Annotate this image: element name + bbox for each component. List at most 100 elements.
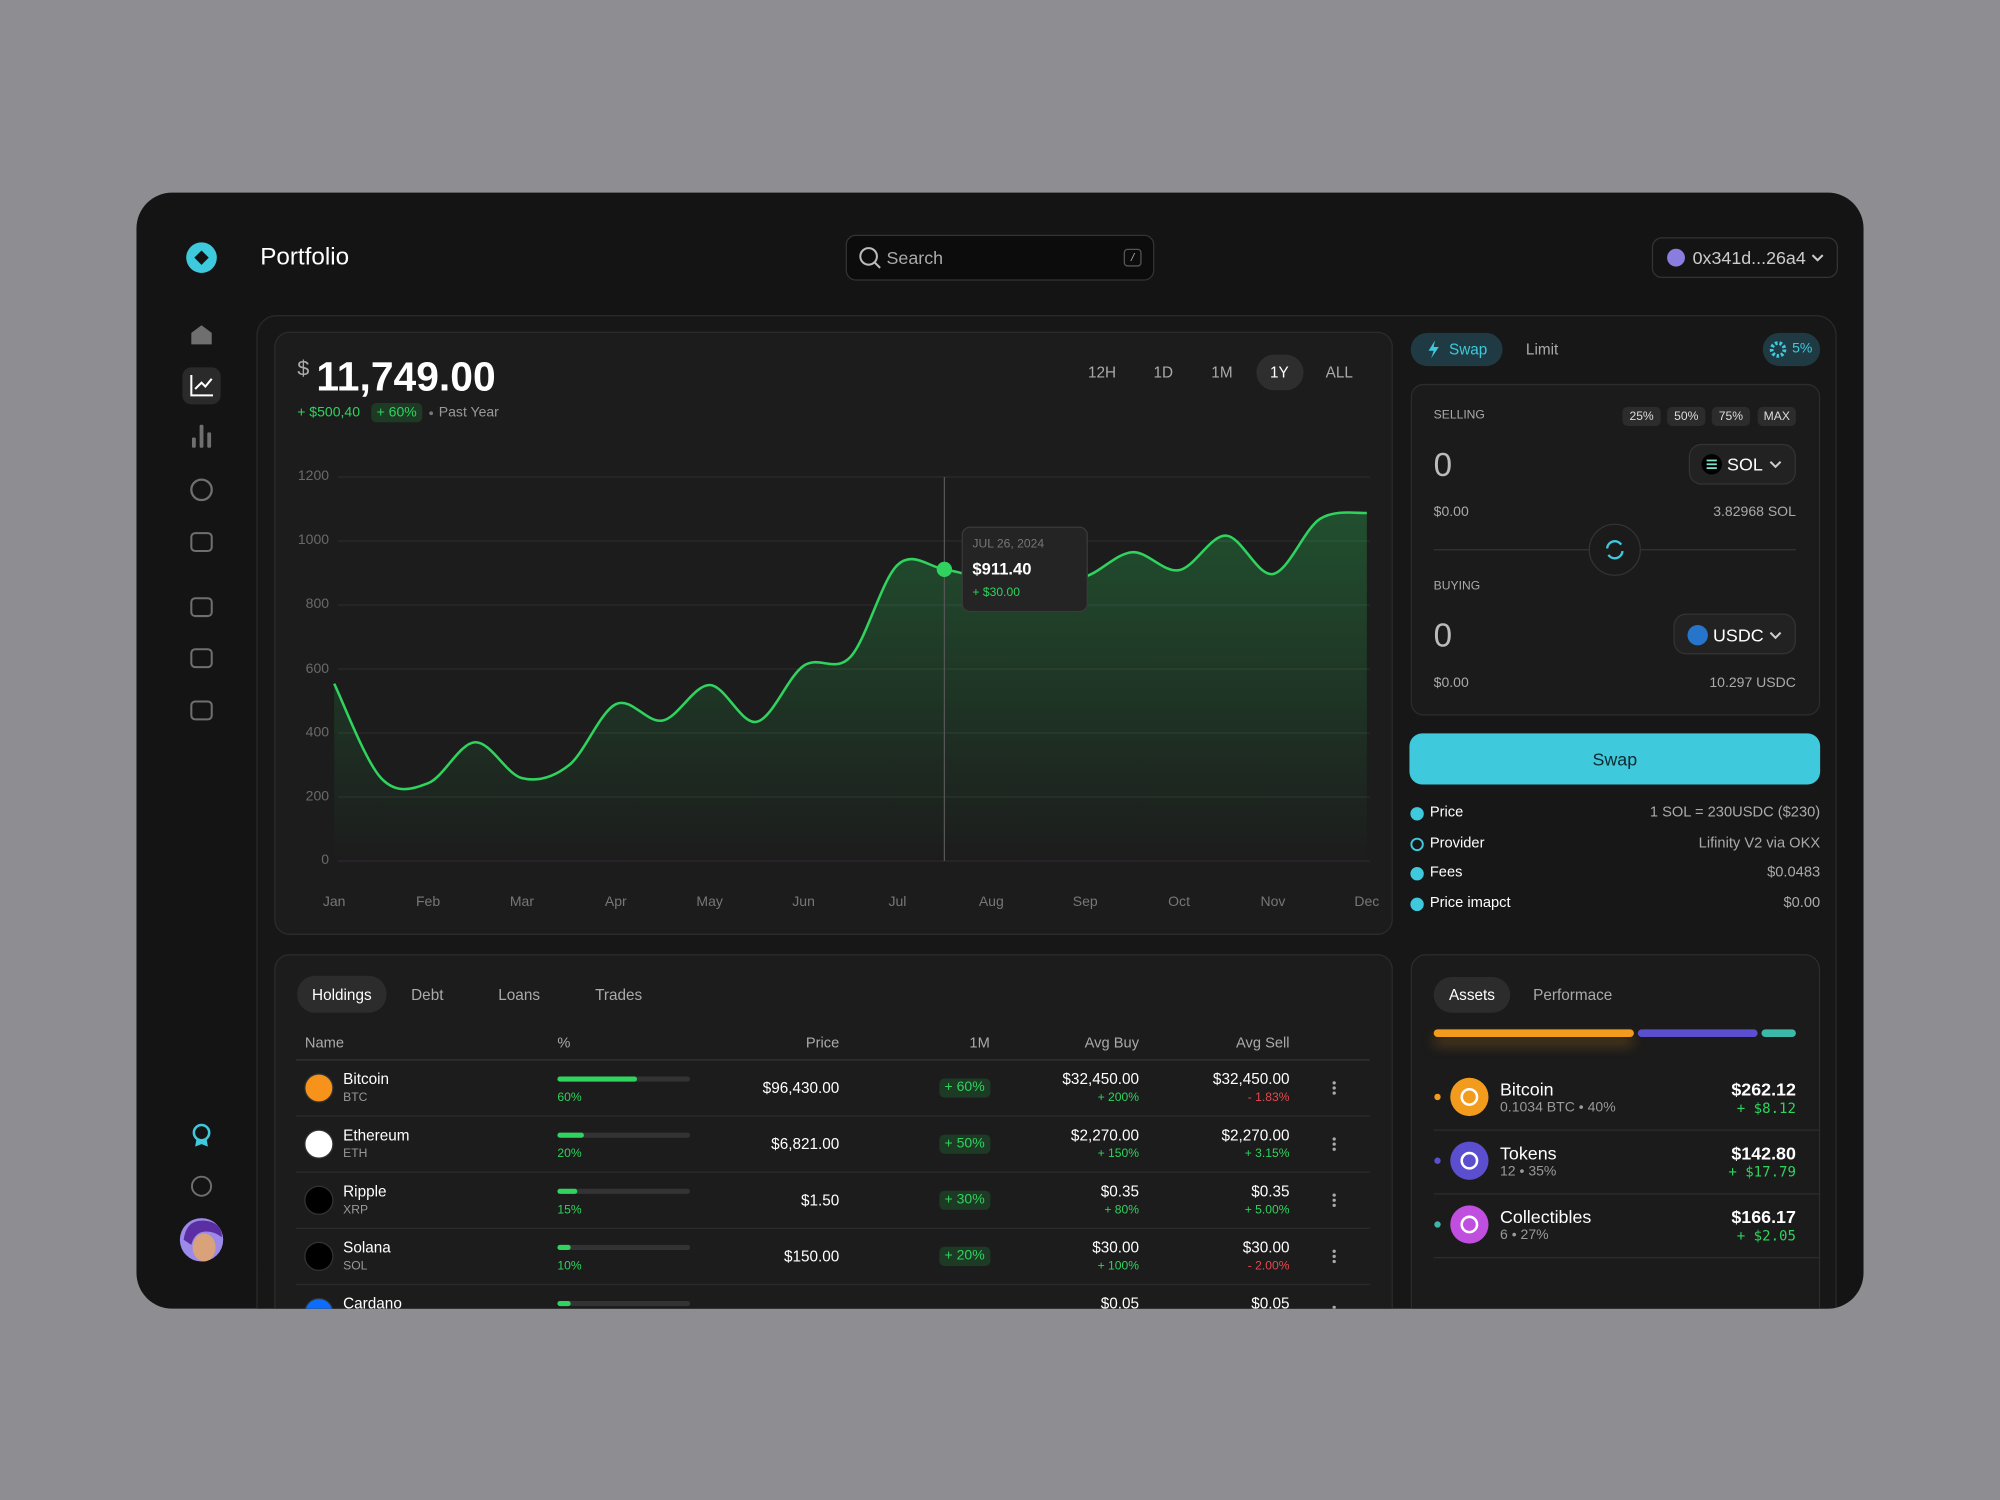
preset-label[interactable]: MAX [1763,409,1790,424]
tab[interactable]: Debt [411,985,444,1004]
detail-label: Provider [1429,835,1485,852]
avg-buy: $0.05 [1100,1294,1140,1309]
tab[interactable]: Holdings [312,985,372,1004]
detail-value: Lifinity V2 via OKX [1698,835,1821,852]
nav-icon [207,432,212,448]
avg-buy: $32,450.00 [1062,1070,1140,1089]
nav-icon [190,648,213,669]
share-label: 20% [557,1147,582,1162]
range-option[interactable]: 1D [1153,363,1174,382]
tab-active[interactable] [1433,977,1511,1013]
token-name[interactable]: SOL [1727,454,1763,475]
balance-amount: 11,749.00 [316,353,496,400]
avg-sell-change: - 2.00% [1247,1259,1290,1274]
preset-label[interactable]: 50% [1674,409,1699,424]
swap-button[interactable] [1409,733,1821,785]
change-pill: + 30% [939,1190,990,1210]
preset-label[interactable]: 25% [1629,409,1654,424]
holdings-card [274,954,1393,1309]
asset-detail: 0.1034 BTC • 40% [1499,1100,1616,1116]
app-window: Portfolio Search / 0x341d...26a4 $11,749.00 +… [136,192,1864,1309]
change-pill [371,403,423,423]
nav-icon [199,424,204,448]
slippage-value[interactable]: 5% [1792,341,1813,357]
nav-icon [192,1123,211,1142]
asset-name: Tokens [1499,1142,1557,1164]
column-header: Price [805,1036,840,1052]
x-tick-label: Oct [1168,894,1190,911]
tab[interactable]: Limit [1525,340,1559,359]
section-label: SELLING [1433,408,1485,423]
asset-name: Solana [343,1238,391,1257]
nav-icon [191,325,212,345]
wallet-button[interactable] [1651,237,1839,279]
y-tick-label: 800 [305,596,330,613]
column-header: Avg Buy [1084,1036,1140,1052]
range-option[interactable]: ALL [1325,363,1353,382]
search-placeholder: Search [886,247,944,268]
amount-input[interactable]: 0 [1433,616,1453,655]
avg-buy: $2,270.00 [1070,1126,1140,1145]
tab-active[interactable] [297,975,387,1013]
asset-name: Cardano [343,1294,402,1309]
x-tick-label: Jul [888,894,907,911]
tooltip-value: $911.40 [972,559,1032,579]
preset-button[interactable] [1711,406,1750,427]
chart-card [274,331,1393,935]
y-tick-label: 0 [321,852,330,868]
token-name[interactable]: USDC [1713,624,1764,646]
detail-value: $0.00 [1783,895,1821,912]
nav-icon [195,1139,208,1147]
tab[interactable]: Trades [595,985,643,1004]
x-tick-label: Nov [1260,894,1286,911]
asset-change: + $17.79 [1728,1163,1796,1181]
y-tick-label: 400 [305,724,330,740]
range-active [1256,354,1304,391]
balance-change-pct: + 60% [376,404,417,421]
avg-sell: $0.35 [1251,1182,1290,1201]
range-option[interactable]: 1Y [1269,363,1289,382]
change-pill: + 20% [939,1246,990,1266]
preset-button[interactable] [1622,406,1661,427]
column-header: 1M [969,1036,990,1052]
x-tick-label: Jan [322,894,346,911]
detail-label: Fees [1429,865,1463,881]
tab[interactable]: Assets [1448,985,1495,1004]
shortcut-label: / [1131,250,1135,264]
asset-name: Ethereum [343,1126,410,1145]
price: $150.00 [783,1247,840,1266]
detail-label: Price [1429,805,1464,821]
nav-icon [190,597,213,618]
usd-value: $0.00 [1433,675,1469,691]
change-pill: + 50% [939,1134,990,1154]
y-tick-label: 600 [305,660,330,677]
tab[interactable]: Performace [1533,985,1613,1004]
column-header: % [557,1036,571,1052]
balance-change: + $500,40 [297,404,361,421]
preset-label[interactable]: 75% [1718,409,1743,424]
tab-active[interactable] [1410,332,1503,367]
avg-sell-change: + 5.00% [1244,1203,1290,1218]
range-option[interactable]: 1M [1211,363,1233,382]
swap-button-label[interactable]: Swap [1592,748,1638,770]
avg-sell: $2,270.00 [1221,1126,1290,1145]
x-tick-label: Jun [792,894,815,911]
search-box[interactable] [845,234,1155,281]
preset-button[interactable] [1757,406,1796,427]
range-option[interactable]: 12H [1088,363,1117,382]
detail-value: 1 SOL = 230USDC ($230) [1649,805,1821,821]
wallet-address[interactable]: 0x341d...26a4 [1692,247,1806,268]
amount-input[interactable]: 0 [1433,445,1453,484]
tab[interactable]: Swap [1448,340,1488,359]
avatar-hair [183,1220,222,1245]
y-tick-label: 1000 [297,532,330,549]
x-tick-label: Aug [978,894,1004,911]
nav-icon [190,478,213,502]
preset-button[interactable] [1667,406,1706,427]
x-tick-label: Sep [1072,894,1098,911]
tab[interactable]: Loans [498,985,540,1004]
currency-symbol: $ [297,356,310,381]
column-header: Avg Sell [1235,1036,1290,1052]
avatar [179,1218,224,1262]
asset-name: Bitcoin [1499,1079,1554,1100]
